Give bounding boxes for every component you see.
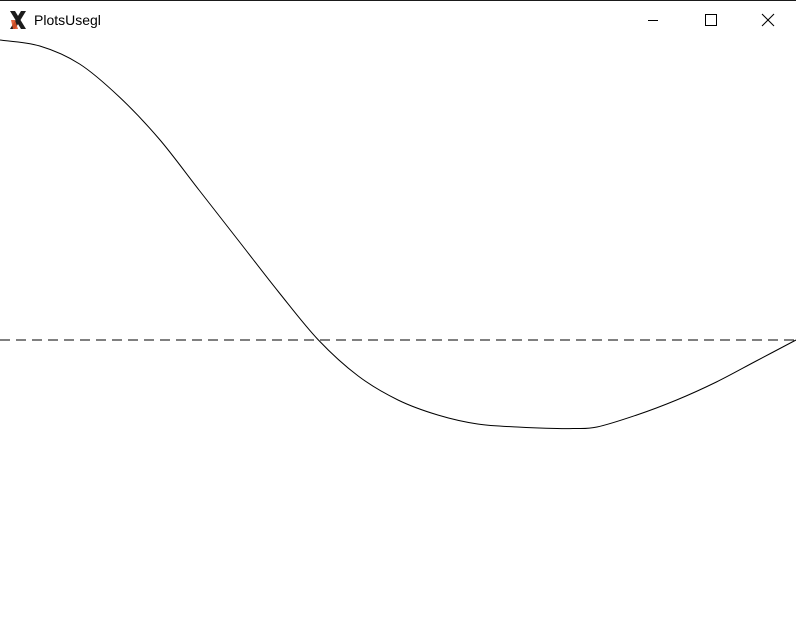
x-logo-icon xyxy=(7,9,29,31)
minimize-icon xyxy=(648,20,658,21)
plot-area xyxy=(0,39,796,636)
minimize-button[interactable] xyxy=(624,1,682,39)
title-bar[interactable]: PlotsUsegl xyxy=(0,1,796,39)
curve-series-line xyxy=(0,39,796,430)
close-icon xyxy=(761,13,775,27)
maximize-icon xyxy=(705,14,717,26)
line-chart xyxy=(0,39,796,430)
window-title: PlotsUsegl xyxy=(34,12,101,28)
close-button[interactable] xyxy=(740,1,796,39)
maximize-button[interactable] xyxy=(682,1,740,39)
